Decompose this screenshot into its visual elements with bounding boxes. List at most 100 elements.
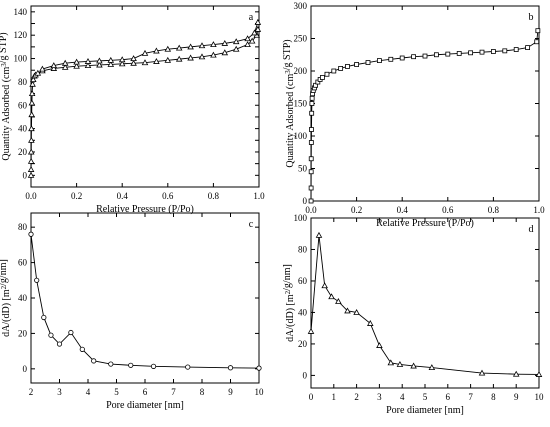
panel-letter: d	[529, 224, 534, 235]
data-point	[108, 361, 114, 367]
panel-b: 0.0 0.2 0.4 0.6 0.8 1.0 0 50 100 150 200 250 300 Rela…	[282, 1, 545, 229]
data-point	[244, 35, 251, 42]
data-point	[84, 58, 92, 64]
data-point	[198, 53, 206, 60]
data-point	[84, 62, 92, 69]
data-point	[118, 56, 126, 63]
y-tick-label: 40	[18, 293, 28, 303]
x-tick-label: 0.4	[397, 205, 409, 215]
x-tick-label: 3	[57, 387, 62, 397]
y-tick-label: 60	[18, 100, 28, 110]
y-tick-label: 0	[303, 370, 308, 380]
series-c-0	[28, 231, 262, 371]
data-point	[338, 66, 344, 71]
data-point	[308, 185, 314, 191]
series-b-0	[308, 28, 541, 204]
data-point	[185, 364, 191, 370]
data-point	[27, 171, 35, 178]
x-tick-label: 0.8	[208, 191, 220, 201]
data-point	[445, 51, 451, 57]
data-point	[319, 75, 325, 80]
x-tick-label: 0.4	[117, 191, 129, 201]
data-point	[118, 60, 126, 67]
x-axis-label: Relative Pressure (P/Po)	[376, 218, 474, 229]
x-tick-label: 0.2	[351, 205, 362, 215]
data-point	[478, 369, 486, 376]
data-point	[456, 51, 462, 56]
data-point	[388, 56, 394, 62]
series-line	[310, 235, 540, 375]
data-point	[422, 53, 428, 59]
x-tick-label: 4	[86, 387, 91, 397]
data-point	[328, 293, 335, 300]
data-point	[61, 63, 69, 70]
x-axis-label: Pore diameter [nm]	[106, 400, 184, 411]
data-point	[534, 39, 540, 45]
data-point	[107, 60, 115, 67]
data-point	[411, 54, 417, 60]
x-axis-label: Pore diameter [nm]	[386, 405, 464, 416]
x-tick-label: 10	[535, 392, 545, 402]
data-point	[251, 29, 258, 36]
data-point	[399, 55, 405, 61]
y-axis-label: Quantity Adsorbed (cm3/g STP)	[282, 39, 296, 167]
y-tick-label: 140	[14, 7, 28, 17]
data-point	[254, 25, 262, 32]
data-point	[210, 51, 217, 58]
y-tick-label: 0	[23, 364, 28, 374]
panel-letter: a	[249, 12, 254, 23]
plot-frame	[310, 217, 540, 389]
data-point	[30, 76, 37, 83]
y-tick-label: 40	[298, 307, 308, 317]
data-point	[410, 362, 417, 369]
panel-c: 2 3 4 5 6 7 8 9 10 0 20 40 60 80 Pore diameter [nm] dA/…	[0, 212, 265, 411]
x-tick-label: 8	[200, 387, 205, 397]
data-point	[232, 38, 240, 45]
data-point	[315, 231, 323, 238]
series-line	[30, 234, 260, 369]
data-point	[96, 61, 103, 68]
data-point	[307, 327, 315, 334]
plot-frame	[30, 5, 260, 188]
x-tick-label: 0.8	[488, 205, 500, 215]
data-point	[130, 59, 137, 66]
data-point	[376, 58, 382, 63]
y-tick-label: 250	[294, 34, 308, 44]
y-tick-label: 20	[298, 339, 308, 349]
data-point	[244, 41, 251, 48]
data-point	[28, 111, 35, 118]
data-point	[28, 90, 36, 97]
data-point	[29, 80, 36, 87]
x-tick-label: 1.0	[253, 191, 265, 201]
data-point	[28, 125, 35, 132]
data-point	[308, 198, 314, 204]
y-tick-label: 100	[14, 54, 28, 64]
x-tick-label: 5	[114, 387, 119, 397]
y-tick-label: 0	[303, 196, 308, 206]
data-point	[153, 58, 160, 64]
data-point	[353, 309, 360, 315]
data-point	[96, 57, 103, 64]
data-point	[27, 166, 35, 172]
data-point	[396, 360, 404, 367]
panel-a: 0.0 0.2 0.4 0.6 0.8 1.0 0 20 40 60 80 100 120 140 Rela…	[0, 5, 265, 215]
data-point	[365, 60, 371, 65]
data-point	[221, 39, 229, 46]
data-point	[164, 45, 172, 52]
data-point	[512, 370, 520, 377]
x-tick-label: 10	[255, 387, 265, 397]
data-point	[187, 54, 194, 61]
data-point	[256, 365, 262, 371]
y-tick-label: 300	[294, 1, 308, 11]
data-point	[335, 298, 342, 304]
x-tick-label: 0	[309, 392, 314, 402]
data-point	[68, 329, 74, 336]
x-tick-label: 9	[514, 392, 519, 402]
series-d-0	[307, 231, 543, 377]
x-tick-label: 2	[354, 392, 359, 402]
x-tick-label: 9	[228, 387, 233, 397]
y-tick-label: 150	[294, 99, 308, 109]
data-point	[50, 62, 58, 69]
